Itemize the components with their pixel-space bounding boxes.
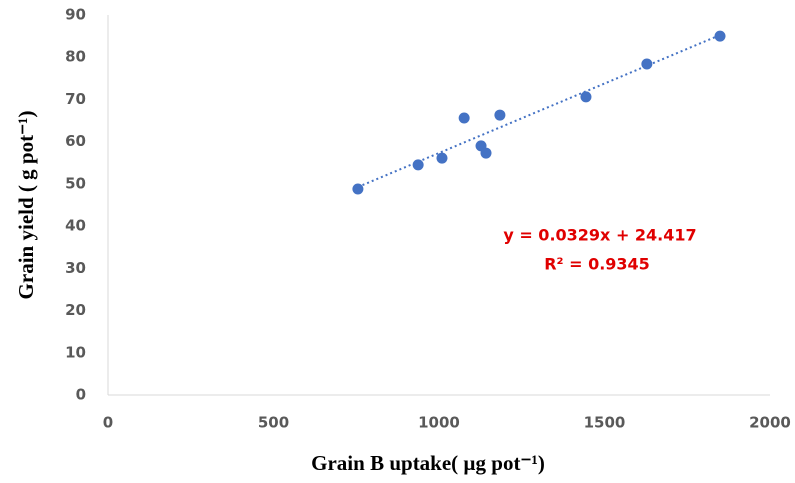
x-tick-label: 0 [103, 414, 113, 432]
y-tick-label: 40 [65, 217, 86, 235]
y-tick-label: 80 [65, 48, 86, 66]
trendline-equation: y = 0.0329x + 24.417 [503, 226, 696, 245]
point [412, 159, 424, 171]
point [436, 152, 448, 164]
y-tick-label: 30 [65, 259, 86, 277]
x-tick-label: 2000 [749, 414, 791, 432]
trendline-r-squared: R² = 0.9345 [544, 255, 650, 274]
x-tick-label: 1500 [584, 414, 626, 432]
y-tick-label: 0 [76, 386, 86, 404]
point [480, 147, 492, 159]
point [714, 30, 726, 42]
x-tick-label: 500 [258, 414, 289, 432]
point [352, 183, 364, 195]
x-tick-label: 1000 [418, 414, 460, 432]
y-tick-label: 70 [65, 90, 86, 108]
y-tick-label: 60 [65, 132, 86, 150]
point [458, 112, 470, 124]
y-axis-title: Grain yield ( g pot⁻¹) [14, 111, 38, 300]
point [494, 109, 506, 121]
y-tick-label: 90 [65, 6, 86, 24]
point [641, 58, 653, 70]
y-tick-label: 20 [65, 301, 86, 319]
point [580, 91, 592, 103]
x-axis-title: Grain B uptake( µg pot⁻¹) [311, 451, 545, 475]
y-tick-label: 10 [65, 343, 86, 361]
y-tick-label: 50 [65, 174, 86, 192]
